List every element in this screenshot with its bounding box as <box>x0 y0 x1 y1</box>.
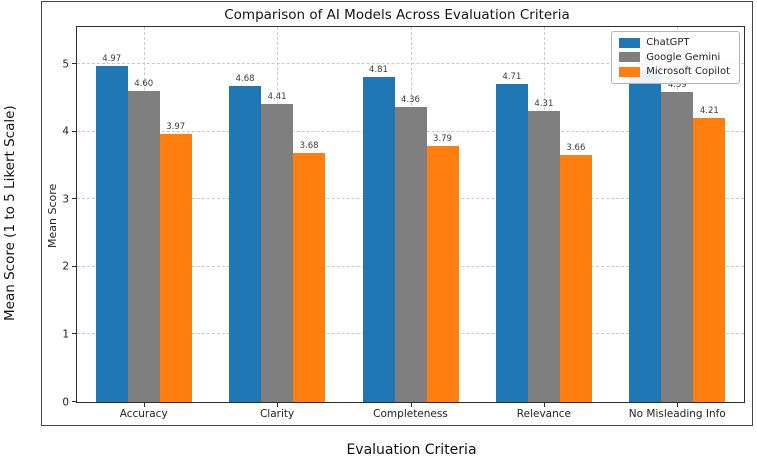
bar-value-label: 3.97 <box>166 121 186 132</box>
bar-value-label: 4.97 <box>102 54 122 65</box>
y-tick-label: 2 <box>62 260 69 273</box>
y-tick-mark <box>72 265 77 267</box>
x-tick-mark <box>143 402 145 407</box>
bar-value-label: 3.68 <box>299 141 319 152</box>
x-tick-mark <box>677 402 679 407</box>
chart-title: Comparison of AI Models Across Evaluatio… <box>224 7 570 23</box>
figure-border: Comparison of AI Models Across Evaluatio… <box>41 1 753 426</box>
x-tick-label: Clarity <box>259 408 295 420</box>
y-tick-mark <box>72 401 77 402</box>
bar-google-gemini: 4.31 <box>527 99 560 402</box>
y-tick-label: 4 <box>62 125 69 138</box>
outer-xlabel: Evaluation Criteria <box>346 442 477 458</box>
bar-value-label: 3.79 <box>433 133 452 144</box>
bar-microsoft-copilot: 3.68 <box>293 141 326 402</box>
legend-swatch-google-gemini <box>619 52 641 63</box>
legend-item: Google Gemini <box>619 52 730 64</box>
bar-google-gemini: 4.41 <box>261 92 294 402</box>
x-tick-mark <box>410 402 412 407</box>
bar-group: 4.92 4.59 4.21 <box>629 27 726 402</box>
y-tick-label: 3 <box>62 193 69 206</box>
bar-chatgpt: 4.81 <box>362 65 395 402</box>
inner-ylabel: Mean Score <box>46 183 59 248</box>
bar-microsoft-copilot: 3.79 <box>426 134 459 402</box>
bar-value-label: 3.66 <box>566 142 586 153</box>
bar-group: 4.68 4.41 3.68 <box>229 27 326 402</box>
y-tick-mark <box>72 130 77 132</box>
bar-value-label: 4.21 <box>699 105 719 116</box>
bar-value-label: 4.71 <box>502 71 522 82</box>
legend-label: Google Gemini <box>646 51 721 63</box>
bar-microsoft-copilot: 4.21 <box>693 106 726 402</box>
bar-value-label: 4.36 <box>401 95 420 106</box>
bar-chatgpt: 4.71 <box>495 72 528 402</box>
bar-group: 4.81 4.36 3.79 <box>362 27 459 402</box>
bar-value-label: 4.68 <box>235 73 255 84</box>
bar-chatgpt: 4.68 <box>229 74 262 402</box>
x-tick-mark <box>543 402 545 407</box>
x-tick-label: Relevance <box>516 408 571 420</box>
y-tick-label: 0 <box>62 395 69 408</box>
legend-item: ChatGPT <box>619 37 730 49</box>
bar-chatgpt: 4.97 <box>95 54 128 402</box>
legend: ChatGPT Google Gemini Microsoft Copilot <box>611 31 740 84</box>
x-tick-label: Completeness <box>373 408 448 420</box>
bar-microsoft-copilot: 3.97 <box>159 122 192 402</box>
bar-value-label: 4.41 <box>267 92 287 103</box>
legend-swatch-microsoft-copilot <box>619 66 641 77</box>
x-tick-mark <box>277 402 279 407</box>
x-tick-label: Accuracy <box>119 408 168 420</box>
y-tick-mark <box>72 333 77 335</box>
bar-value-label: 4.59 <box>667 79 687 90</box>
bar-value-label: 4.81 <box>369 65 388 75</box>
bar-value-label: 4.60 <box>134 79 154 90</box>
outer-ylabel: Mean Score (1 to 5 Likert Scale) <box>2 105 18 322</box>
axes: 0 1 2 3 4 5 Accuracy 4.97 4.60 3.97 Clarity 4.68 4.4… <box>62 26 745 420</box>
bar-microsoft-copilot: 3.66 <box>559 143 592 402</box>
y-tick-mark <box>72 63 77 65</box>
y-tick-label: 1 <box>62 328 69 341</box>
bar-group: 4.97 4.60 3.97 <box>95 27 192 402</box>
x-tick-label: No Misleading Info <box>628 408 726 420</box>
bar-google-gemini: 4.60 <box>127 79 160 402</box>
y-tick-label: 5 <box>62 57 69 70</box>
bar-value-label: 4.31 <box>534 98 554 109</box>
y-tick-mark <box>72 198 77 200</box>
bar-group: 4.71 4.31 3.66 <box>495 27 592 402</box>
bar-chatgpt: 4.92 <box>629 58 662 402</box>
legend-label: ChatGPT <box>646 37 690 48</box>
bar-google-gemini: 4.59 <box>661 80 694 402</box>
bar-google-gemini: 4.36 <box>394 95 427 402</box>
legend-label: Microsoft Copilot <box>646 66 730 77</box>
legend-swatch-chatgpt <box>619 37 641 48</box>
legend-item: Microsoft Copilot <box>619 66 730 78</box>
